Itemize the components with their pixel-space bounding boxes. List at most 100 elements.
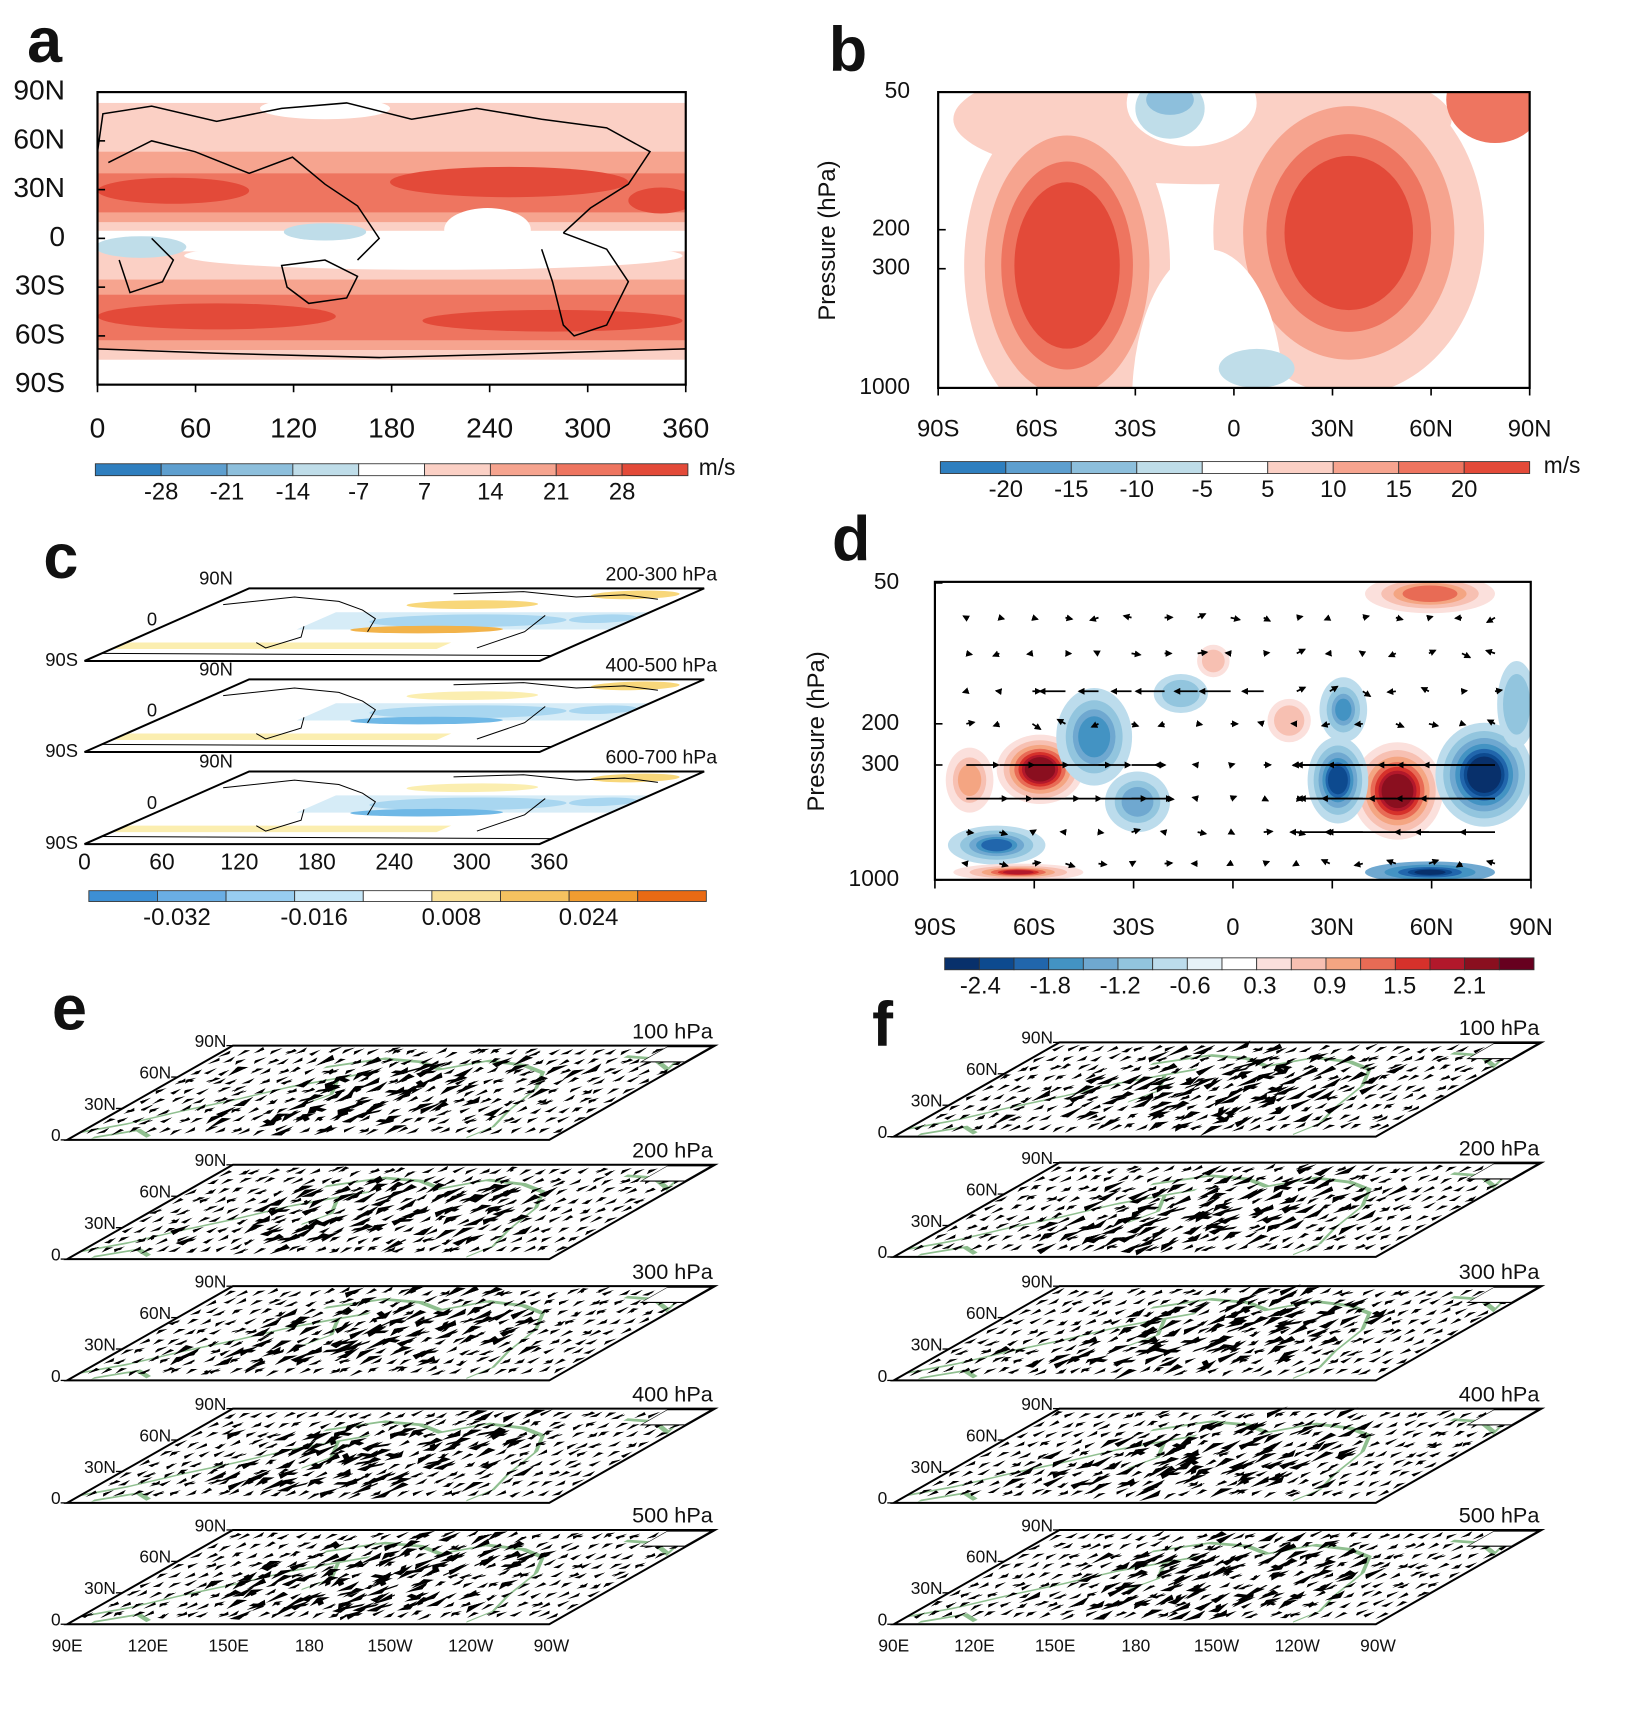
lat-label: 0 bbox=[147, 609, 157, 630]
coastline bbox=[441, 683, 675, 691]
wind-vector bbox=[1011, 1581, 1026, 1588]
lat-label: 90N bbox=[195, 1394, 227, 1414]
wind-vector bbox=[1331, 1490, 1345, 1497]
wind-vector bbox=[513, 1316, 534, 1327]
wind-vector bbox=[1174, 1121, 1195, 1132]
wind-vector bbox=[1197, 613, 1207, 620]
contour-fill bbox=[1014, 182, 1120, 349]
coastline bbox=[97, 836, 557, 838]
wind-vector bbox=[238, 1177, 253, 1184]
contour-fill bbox=[406, 783, 539, 793]
x-tick-label: 90N bbox=[1508, 415, 1552, 442]
lat-label: 90N bbox=[1021, 1394, 1053, 1414]
coastline bbox=[244, 626, 326, 648]
wind-vector bbox=[1122, 613, 1132, 621]
contour-fill bbox=[1414, 869, 1446, 875]
coastline bbox=[162, 780, 446, 815]
wind-vector bbox=[538, 1127, 551, 1134]
wind-vector bbox=[169, 1088, 182, 1095]
wind-vector bbox=[1065, 861, 1076, 869]
panel-label: d bbox=[832, 505, 870, 575]
wind-vector bbox=[1133, 1599, 1154, 1610]
wind-vector bbox=[1263, 649, 1271, 657]
wind-vector bbox=[580, 1088, 593, 1095]
lat-label: 0 bbox=[51, 1610, 61, 1630]
wind-vector bbox=[1401, 1055, 1413, 1062]
wind-vector bbox=[592, 1088, 605, 1095]
wind-vector bbox=[422, 1236, 436, 1243]
wind-vector bbox=[999, 829, 1009, 837]
wind-vector bbox=[477, 1048, 490, 1055]
wind-vector bbox=[329, 1214, 349, 1225]
wind-vector bbox=[289, 1560, 311, 1572]
wind-vector bbox=[217, 1188, 231, 1194]
wind-vector bbox=[527, 1088, 551, 1100]
lat-label: 30N bbox=[84, 1334, 116, 1354]
lat-label: 0 bbox=[147, 700, 157, 721]
wind-vector bbox=[304, 1068, 316, 1075]
wind-vector bbox=[567, 1572, 580, 1579]
wind-vector bbox=[1428, 721, 1440, 728]
wind-vector bbox=[289, 1066, 301, 1074]
wind-vector bbox=[431, 1560, 452, 1571]
wind-vector bbox=[254, 1367, 267, 1374]
wind-vector bbox=[259, 1068, 271, 1075]
colorbar-swatch bbox=[555, 463, 623, 477]
wind-vector bbox=[1362, 614, 1371, 621]
wind-vector bbox=[622, 1087, 636, 1095]
wind-vector bbox=[217, 1086, 232, 1093]
x-tick-label: 0 bbox=[1227, 415, 1240, 442]
wind-vector bbox=[1395, 721, 1405, 729]
lat-label: 30N bbox=[911, 1211, 943, 1231]
wind-vector bbox=[1292, 859, 1300, 867]
lat-label: 60N bbox=[966, 1547, 998, 1567]
wind-vector bbox=[1293, 1338, 1305, 1345]
wind-vector bbox=[139, 1097, 152, 1105]
colorbar-swatch bbox=[431, 890, 501, 902]
panel-label: f bbox=[872, 990, 894, 1060]
contour-fill bbox=[1121, 786, 1154, 817]
x-tick-label: 90E bbox=[878, 1636, 909, 1656]
wind-vector bbox=[159, 1117, 173, 1123]
x-tick-label: 120 bbox=[220, 849, 258, 875]
x-tick-label: 30N bbox=[1310, 914, 1354, 941]
contour-fill bbox=[981, 838, 1013, 852]
wind-vector bbox=[1460, 687, 1469, 695]
wind-vector bbox=[332, 1074, 353, 1085]
wind-vector bbox=[389, 1316, 409, 1327]
wind-vector bbox=[606, 1088, 621, 1095]
lat-label: 60N bbox=[139, 1425, 171, 1445]
wind-vector bbox=[1292, 1297, 1314, 1308]
y-tick-label: 60N bbox=[13, 123, 65, 154]
wind-vector bbox=[322, 1177, 334, 1184]
wind-vector bbox=[1158, 1421, 1171, 1428]
wind-vector bbox=[1494, 687, 1504, 695]
wind-vector bbox=[442, 1068, 456, 1075]
wind-vector bbox=[558, 1107, 571, 1114]
wind-vector bbox=[591, 1078, 606, 1085]
colorbar-label: 0.008 bbox=[422, 904, 482, 931]
contour-fill bbox=[1161, 679, 1200, 708]
wind-vector bbox=[1031, 723, 1042, 730]
wind-vector bbox=[455, 1126, 469, 1134]
wind-vector bbox=[469, 1178, 483, 1185]
x-tick-label: 60 bbox=[149, 849, 174, 875]
wind-vector bbox=[1317, 1336, 1339, 1347]
wind-vector bbox=[350, 1059, 362, 1066]
wind-vector bbox=[474, 1089, 488, 1097]
lat-label: 90S bbox=[45, 649, 78, 670]
colorbar-swatch bbox=[88, 890, 158, 902]
colorbar-label: 14 bbox=[477, 478, 504, 505]
contour-fill bbox=[369, 614, 567, 628]
colorbar-label: 21 bbox=[543, 478, 570, 505]
wind-vector bbox=[531, 1533, 543, 1540]
contour-fill bbox=[1024, 757, 1056, 782]
wind-vector bbox=[273, 1190, 285, 1197]
wind-vector bbox=[620, 1048, 633, 1056]
lat-label: 30N bbox=[84, 1213, 116, 1233]
wind-vector bbox=[493, 1078, 505, 1085]
wind-vector bbox=[1195, 1212, 1215, 1223]
wind-vector bbox=[465, 1167, 478, 1175]
contour-fill bbox=[350, 716, 503, 725]
wind-vector bbox=[301, 1205, 323, 1216]
